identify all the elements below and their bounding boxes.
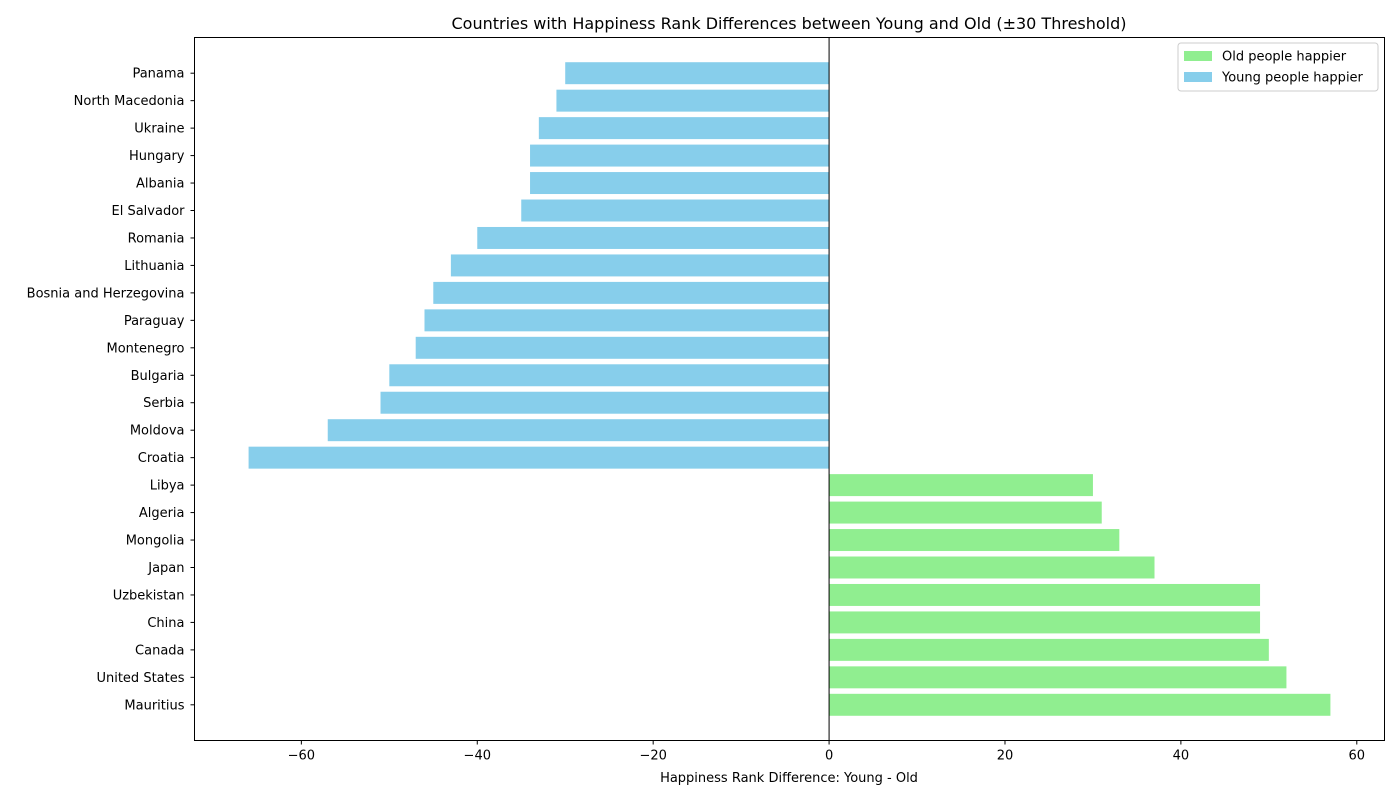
y-tick-label: United States — [96, 671, 184, 686]
x-axis-label: Happiness Rank Difference: Young - Old — [660, 771, 918, 786]
bar-albania — [530, 172, 830, 195]
y-tick-label: Panama — [132, 67, 184, 82]
bar-libya — [829, 474, 1093, 497]
y-tick-labels: Mauritius United States Canada China Uzbekis… — [27, 67, 195, 713]
bars-group — [248, 62, 1331, 716]
bar-united-states — [829, 666, 1287, 689]
y-tick-label: Libya — [150, 479, 185, 494]
y-tick-label: Croatia — [138, 451, 185, 466]
bar-hungary — [530, 144, 830, 167]
y-tick-label: Moldova — [130, 424, 185, 439]
y-tick-label: North Macedonia — [74, 94, 185, 109]
bar-north-macedonia — [556, 89, 830, 112]
bar-uzbekistan — [829, 583, 1261, 606]
y-tick-label: Canada — [135, 643, 184, 658]
y-tick-label: Albania — [136, 177, 185, 192]
y-tick-label: Paraguay — [124, 314, 185, 329]
y-tick-label: Montenegro — [106, 341, 184, 356]
bar-ukraine — [538, 117, 830, 140]
bar-japan — [829, 556, 1155, 579]
legend-swatch — [1184, 51, 1212, 61]
y-tick-label: Japan — [147, 561, 184, 576]
bar-el-salvador — [521, 199, 830, 222]
x-tick-label: −40 — [464, 749, 491, 764]
bar-bosnia-and-herzegovina — [433, 281, 830, 304]
y-tick-label: Romania — [128, 231, 185, 246]
bar-algeria — [829, 501, 1102, 524]
x-ticks: −60 −40 −20 0 20 40 60 — [288, 740, 1366, 764]
bar-paraguay — [424, 309, 830, 332]
chart-title: Countries with Happiness Rank Difference… — [451, 14, 1126, 33]
legend-label: Old people happier — [1222, 50, 1347, 65]
x-tick-label: −20 — [639, 749, 666, 764]
bar-mongolia — [829, 529, 1120, 552]
y-tick-label: El Salvador — [112, 204, 186, 219]
bar-romania — [477, 226, 830, 249]
bar-canada — [829, 638, 1269, 661]
y-tick-label: Mongolia — [126, 534, 185, 549]
legend: Old people happier Young people happier — [1177, 42, 1379, 92]
bar-china — [829, 611, 1261, 634]
y-tick-label: Algeria — [139, 506, 185, 521]
legend-swatch — [1184, 72, 1212, 82]
x-tick-label: 40 — [1173, 749, 1190, 764]
y-tick-label: Ukraine — [134, 122, 184, 137]
bar-panama — [565, 62, 830, 85]
bar-montenegro — [415, 336, 830, 359]
y-tick-label: Uzbekistan — [113, 588, 185, 603]
legend-label: Young people happier — [1221, 71, 1364, 86]
axes-frame — [194, 37, 1385, 741]
x-tick-label: −60 — [288, 749, 315, 764]
legend-box — [1177, 42, 1379, 92]
x-tick-label: 20 — [997, 749, 1014, 764]
bar-bulgaria — [389, 364, 830, 387]
y-tick-label: China — [147, 616, 184, 631]
y-tick-label: Bulgaria — [131, 369, 185, 384]
y-tick-label: Bosnia and Herzegovina — [27, 286, 185, 301]
bar-croatia — [248, 446, 830, 469]
bar-serbia — [380, 391, 830, 414]
bar-lithuania — [450, 254, 830, 277]
bar-moldova — [327, 419, 830, 442]
y-tick-label: Mauritius — [124, 698, 184, 713]
y-tick-label: Lithuania — [124, 259, 184, 274]
y-tick-label: Hungary — [129, 149, 185, 164]
bar-mauritius — [829, 693, 1331, 716]
y-tick-label: Serbia — [143, 396, 184, 411]
x-tick-label: 60 — [1349, 749, 1366, 764]
x-tick-label: 0 — [825, 749, 833, 764]
